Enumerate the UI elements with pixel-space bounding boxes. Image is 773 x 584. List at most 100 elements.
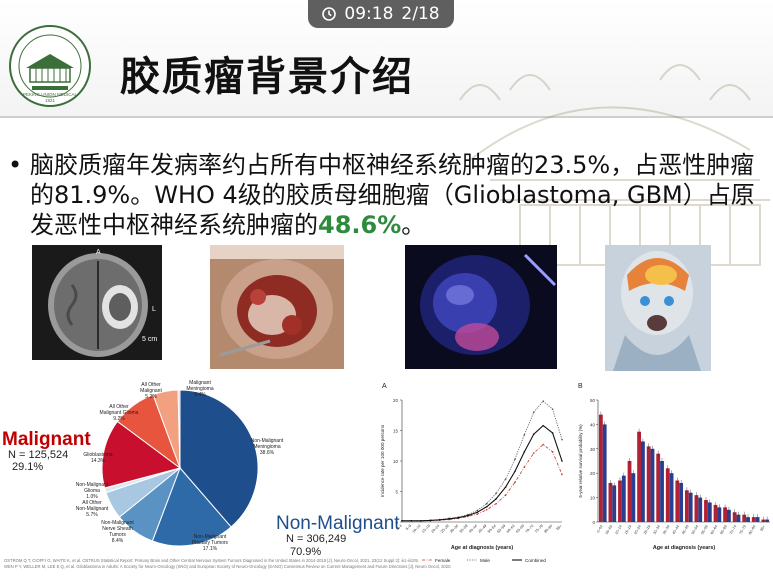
bullet-dot: • bbox=[8, 151, 23, 179]
bullet-text: 脑胶质瘤年发病率约占所有中枢神经系统肿瘤的23.5%，占恶性肿瘤的81.9%。W… bbox=[30, 150, 758, 240]
x-axis-title: Age at diagnosis (years) bbox=[451, 545, 514, 551]
building-watermark bbox=[459, 64, 770, 266]
pie-label-line: 5.2% bbox=[145, 394, 157, 400]
pie-label-other-malignant-glioma: All Other Malignant Glioma 9.2% bbox=[92, 404, 146, 422]
point-combined bbox=[495, 498, 497, 500]
point-male bbox=[514, 458, 516, 460]
bar-male bbox=[612, 485, 617, 522]
series-line-male bbox=[402, 400, 563, 522]
x-tick-label: 75–79 bbox=[534, 524, 544, 534]
pie-label-line: Non-Malignant bbox=[75, 506, 109, 512]
pie-slice-0 bbox=[179, 389, 259, 528]
x-axis-title: Age at diagnosis (years) bbox=[653, 545, 716, 551]
pie-label-line: 9.2% bbox=[113, 416, 125, 422]
pie-label-line: Meningioma bbox=[186, 386, 214, 392]
pie-label-line: Non-Malignant bbox=[193, 534, 227, 540]
point-combined bbox=[523, 451, 526, 453]
bar-female bbox=[627, 461, 632, 522]
y-tick-label: 0 bbox=[592, 520, 595, 525]
point-combined bbox=[467, 514, 469, 517]
point-male bbox=[532, 411, 535, 413]
pie-label-line: 5.7% bbox=[86, 512, 98, 518]
x-tick-label: 80–84 bbox=[543, 524, 553, 534]
x-tick-label: 20–24 bbox=[430, 524, 440, 534]
slide-timer[interactable]: 09:18 2/18 bbox=[308, 0, 454, 28]
bar-female bbox=[665, 468, 670, 522]
x-tick-label: 25–29 bbox=[440, 524, 450, 534]
pie-label-line: Pituitary Tumors bbox=[191, 540, 229, 546]
logo-year: 1921 bbox=[45, 98, 56, 103]
series-line-combined bbox=[402, 424, 563, 522]
pie-slice-5 bbox=[101, 420, 182, 489]
non-malignant-count: N = 306,249 bbox=[286, 533, 347, 545]
x-tick-label: 0–04 bbox=[596, 525, 603, 534]
surgery-photo bbox=[210, 245, 344, 369]
x-tick-label: 55–59 bbox=[700, 525, 708, 536]
bullet-part1: 脑胶质瘤年发病率约占所有中枢神经系统肿瘤的23.5%，占恶性肿瘤的81.9%。W… bbox=[30, 151, 755, 239]
bar-female bbox=[608, 482, 613, 522]
x-tick-label: 35–39 bbox=[662, 525, 670, 536]
pie-label-line: 1.0% bbox=[86, 494, 98, 500]
x-tick-label: 30–34 bbox=[653, 525, 661, 536]
x-tick-label: 10–14 bbox=[412, 524, 422, 534]
x-tick-label: 35–39 bbox=[459, 524, 469, 534]
x-tick-label: 70–74 bbox=[525, 524, 535, 534]
bar-female bbox=[723, 507, 727, 522]
bar-male bbox=[727, 509, 731, 522]
bar-male bbox=[650, 448, 655, 522]
x-tick-label: 30–34 bbox=[449, 524, 459, 534]
mri-label-l: L bbox=[152, 306, 156, 313]
point-combined bbox=[514, 470, 516, 473]
y-axis-title: Incidence rate per 100 000 persons bbox=[380, 424, 385, 497]
hospital-logo: PEKING UNION MEDICAL 1921 bbox=[9, 25, 91, 107]
pie-label-line: 38.6% bbox=[259, 450, 275, 456]
legend-label: Male bbox=[480, 558, 490, 563]
bar-male bbox=[602, 424, 607, 522]
x-tick-label: 45–49 bbox=[681, 525, 689, 536]
point-male bbox=[561, 438, 563, 441]
pie-label-line: Glioma bbox=[84, 488, 100, 494]
bar-male bbox=[679, 482, 684, 522]
x-tick-label: 60–64 bbox=[506, 524, 516, 534]
y-tick-label: 30 bbox=[590, 447, 596, 452]
legend-label: Female bbox=[435, 558, 451, 563]
fluorescence-photo bbox=[405, 245, 557, 369]
x-tick-label: 85+ bbox=[556, 524, 563, 531]
pie-slice-8 bbox=[177, 389, 181, 469]
point-female bbox=[561, 473, 563, 476]
bar-male bbox=[631, 473, 636, 522]
y-tick-label: 10 bbox=[590, 496, 596, 501]
pie-label-line: Nerve Sheath bbox=[102, 526, 133, 532]
bar-male bbox=[688, 492, 693, 522]
x-tick-label: 75–79 bbox=[739, 525, 747, 536]
intro-bullet: • 脑胶质瘤年发病率约占所有中枢神经系统肿瘤的23.5%，占恶性肿瘤的81.9%… bbox=[8, 150, 758, 240]
x-tick-label: 80–84 bbox=[748, 525, 756, 536]
title-divider bbox=[0, 116, 773, 118]
mri-scan-image: A L 5 cm bbox=[32, 245, 162, 360]
bar-female bbox=[637, 431, 641, 522]
point-combined bbox=[542, 424, 544, 427]
point-combined bbox=[438, 519, 441, 521]
point-female bbox=[485, 509, 488, 511]
panel-label-a: A bbox=[382, 383, 387, 390]
panel-label-b: B bbox=[578, 383, 583, 390]
bar-female bbox=[694, 495, 699, 522]
bar-female bbox=[742, 514, 747, 522]
pie-label-other-malignant: All Other Malignant 5.2% bbox=[136, 382, 166, 400]
pie-label-line: 0.4% bbox=[194, 392, 206, 398]
point-combined bbox=[410, 519, 413, 522]
y-tick-label: 5 bbox=[395, 490, 398, 495]
x-tick-label: 15–19 bbox=[624, 525, 632, 536]
pie-label-nerve-sheath: Non-Malignant Nerve Sheath Tumors 8.4% bbox=[95, 520, 140, 544]
point-female bbox=[476, 513, 479, 515]
bar-female bbox=[598, 414, 603, 522]
incidence-line-chart: A 0 5 10 15 20 0–4 5–9 10–14 15–19 20–24 25–29 30–34… bbox=[380, 383, 563, 563]
point-female bbox=[504, 494, 507, 496]
point-female bbox=[495, 502, 497, 505]
point-combined bbox=[429, 519, 432, 522]
y-axis-title: 5-year relative survival probability (%) bbox=[578, 424, 583, 498]
illustration-image bbox=[605, 245, 711, 371]
y-tick-label: 0 bbox=[395, 520, 398, 525]
pie-label-line: Tumors bbox=[109, 532, 126, 538]
x-tick-label: 45–49 bbox=[478, 524, 488, 534]
